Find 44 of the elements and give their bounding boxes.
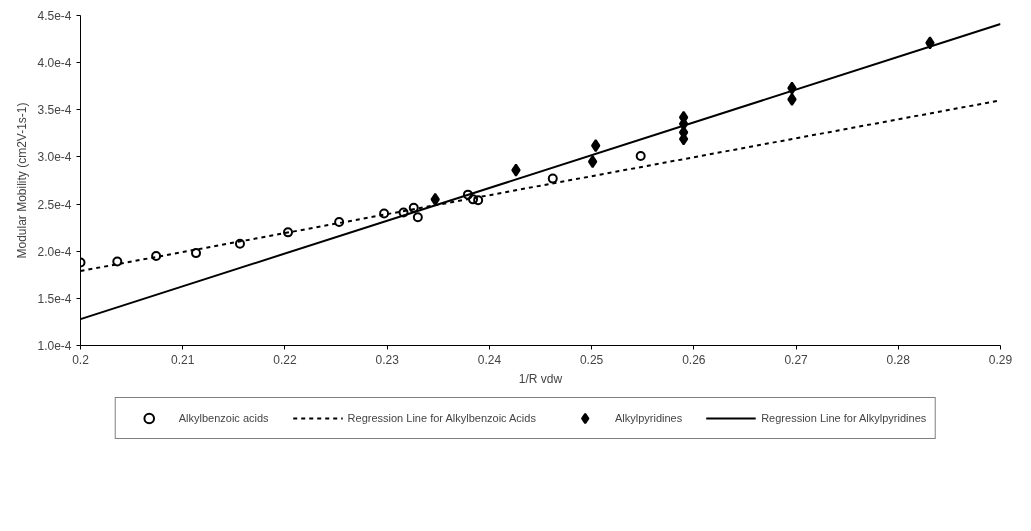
x-axis-title: 1/R vdw [518, 371, 563, 386]
point [408, 202, 419, 213]
legend-label: Regression Line for Alkylpyridines [761, 411, 927, 426]
point [234, 238, 245, 249]
y-tick-label: 4.5e-4 [37, 9, 72, 23]
point [151, 250, 162, 261]
x-tick-label: 0.25 [579, 352, 604, 367]
point [635, 150, 646, 161]
x-tick-label: 0.26 [682, 352, 706, 367]
point [591, 139, 601, 153]
legend-label: Alkylpyridines [614, 411, 683, 426]
x-tick-label: 0.29 [988, 352, 1013, 367]
x-tick-label: 0.23 [375, 352, 400, 367]
point [283, 227, 294, 238]
legend-label: Regression Line for Alkylbenzoic Acids [347, 411, 536, 426]
x-tick-label: 0.27 [784, 352, 809, 367]
point [473, 195, 484, 206]
point [468, 194, 479, 205]
point [398, 207, 409, 218]
y-tick-label: 3.5e-4 [37, 103, 72, 118]
x-tick-label: 0.2 [72, 352, 90, 367]
point [787, 92, 797, 106]
x-tick-label: 0.22 [273, 352, 297, 367]
x-tick-label: 0.21 [171, 352, 195, 367]
point [412, 212, 423, 223]
point [334, 216, 345, 227]
point [379, 208, 390, 219]
x-tick-label: 0.24 [477, 352, 502, 367]
point [547, 173, 558, 184]
y-tick-label: 1.0e-4 [37, 339, 72, 353]
y-tick-label: 2.0e-4 [37, 244, 72, 259]
point [430, 192, 440, 206]
point [191, 248, 202, 259]
y-tick-label: 4.0e-4 [37, 56, 72, 71]
y-axis-title: Modular Mobility (cm2V-1s-1) [15, 102, 30, 259]
point [462, 189, 473, 200]
y-tick-label: 3.0e-4 [37, 150, 72, 165]
y-tick-label: 1.5e-4 [37, 291, 72, 306]
point [112, 256, 123, 267]
y-tick-label: 2.5e-4 [37, 197, 72, 212]
point [587, 155, 598, 169]
x-tick-label: 0.28 [886, 352, 911, 367]
legend-label: Alkylbenzoic acids [178, 411, 269, 426]
point [511, 163, 521, 177]
